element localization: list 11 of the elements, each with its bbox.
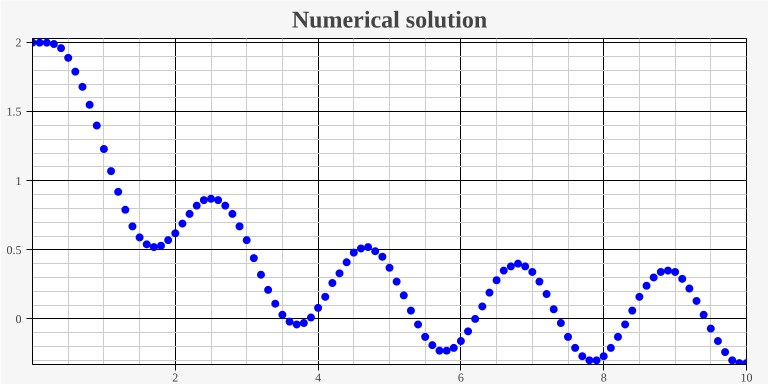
- x-tick-label: 10: [740, 370, 752, 384]
- y-tick-label: 0: [16, 312, 22, 326]
- x-tick-label: 6: [458, 370, 464, 384]
- y-tick-label: 1.5: [6, 104, 22, 119]
- x-tick-label: 2: [172, 370, 178, 384]
- y-tick-label: 1: [16, 174, 22, 188]
- chart-title: Numerical solution: [292, 8, 488, 34]
- y-tick-label: 2: [16, 36, 22, 50]
- x-tick-label: 8: [600, 370, 607, 384]
- y-tick-label: 0.5: [6, 242, 22, 257]
- x-tick-label: 4: [315, 370, 322, 384]
